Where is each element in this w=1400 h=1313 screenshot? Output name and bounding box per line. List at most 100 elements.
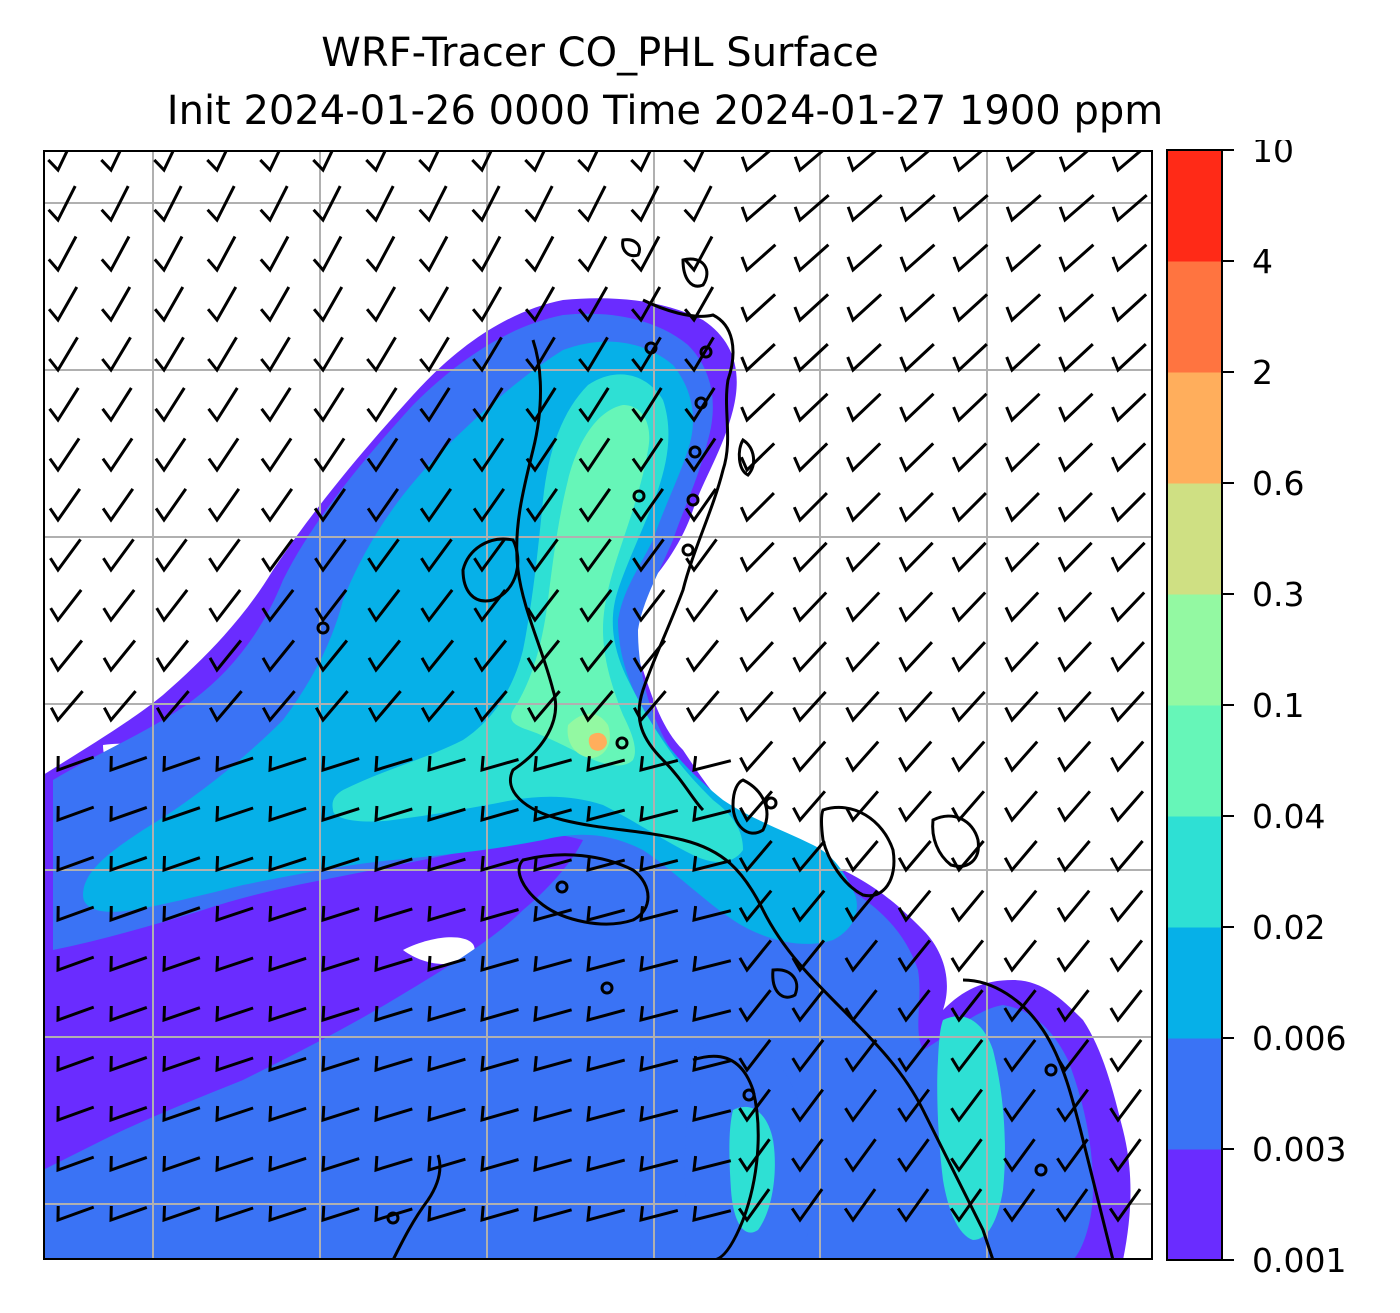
wind-barb xyxy=(374,905,413,923)
wind-barb xyxy=(480,1205,519,1223)
wind-barb xyxy=(206,286,238,323)
wind-barb xyxy=(1110,641,1145,673)
wind-barb xyxy=(1056,1088,1089,1123)
wind-barb xyxy=(109,955,148,973)
wind-barb xyxy=(684,488,718,523)
wind-barb xyxy=(471,235,502,273)
wind-barb xyxy=(739,690,774,723)
wind-barb xyxy=(1004,641,1039,673)
wind-barb xyxy=(1004,591,1040,623)
colorbar-tick-label: 10 xyxy=(1252,140,1294,170)
wind-barb xyxy=(792,790,827,823)
wind-barb xyxy=(793,193,830,223)
colorbar-tick-label: 0.1 xyxy=(1252,686,1304,725)
colorbar-band xyxy=(1167,261,1222,373)
wind-barb xyxy=(261,588,295,623)
wind-barb xyxy=(1058,243,1095,273)
wind-barb xyxy=(739,492,775,523)
wind-barb xyxy=(692,955,732,972)
wind-barb xyxy=(100,185,130,223)
wind-barb xyxy=(952,293,989,323)
wind-barb xyxy=(632,538,665,573)
wind-barb xyxy=(1057,740,1092,773)
wind-barb xyxy=(1056,939,1091,973)
wind-barb xyxy=(480,1055,519,1073)
wind-barb xyxy=(215,1205,254,1223)
wind-barb xyxy=(102,538,135,573)
wind-barb xyxy=(793,442,829,473)
wind-barb xyxy=(162,1205,201,1223)
wind-barb xyxy=(314,639,349,673)
wind-barb xyxy=(314,588,348,623)
wind-barb xyxy=(312,286,344,323)
wind-barb xyxy=(153,150,176,173)
wind-barb xyxy=(792,641,827,673)
wind-barb xyxy=(420,588,454,623)
wind-barb xyxy=(321,1155,360,1173)
wind-barb xyxy=(260,488,294,523)
wind-barb xyxy=(579,639,614,673)
wind-barb xyxy=(427,905,466,923)
wind-barb xyxy=(480,805,519,823)
wind-barb xyxy=(471,150,494,173)
wind-barb xyxy=(792,591,828,623)
wind-barb xyxy=(631,336,662,373)
wind-barb xyxy=(374,805,413,823)
wind-barb xyxy=(155,588,189,623)
wind-barb xyxy=(321,1105,360,1123)
wind-barb xyxy=(898,790,933,823)
wind-barb xyxy=(471,286,503,323)
wind-barb xyxy=(578,387,610,423)
wind-barb xyxy=(844,1038,878,1073)
wind-barb xyxy=(207,437,240,473)
wind-barb xyxy=(577,150,600,173)
wind-barb xyxy=(533,1105,573,1123)
wind-barb xyxy=(374,855,413,873)
wind-barb xyxy=(578,336,609,373)
wind-barb xyxy=(1110,690,1145,723)
wind-barb xyxy=(312,150,335,173)
wind-barb xyxy=(313,488,347,523)
wind-barb xyxy=(314,538,347,573)
wind-barb xyxy=(154,437,187,473)
wind-barb xyxy=(1108,1188,1142,1223)
wind-barb xyxy=(480,1155,519,1173)
wind-barb xyxy=(472,336,503,373)
wind-barb xyxy=(950,889,985,923)
wind-barb xyxy=(208,639,243,673)
wind-barb xyxy=(639,1055,679,1073)
wind-barb xyxy=(208,588,242,623)
wind-barb xyxy=(215,1005,254,1023)
wind-barb xyxy=(56,1055,95,1073)
wind-barb xyxy=(314,690,349,723)
wind-barb xyxy=(1109,889,1144,923)
wind-barb xyxy=(420,538,453,573)
wind-barb xyxy=(1109,989,1143,1023)
wind-barb xyxy=(1056,989,1090,1023)
wind-barb xyxy=(533,1205,573,1223)
wind-barb xyxy=(427,805,466,823)
wind-barb xyxy=(313,336,344,373)
wind-barb xyxy=(1109,1038,1143,1073)
wind-barb xyxy=(533,1155,573,1173)
wind-barb xyxy=(100,286,132,323)
wind-barb xyxy=(374,955,413,973)
wind-barb xyxy=(692,805,732,822)
wind-barb xyxy=(1057,690,1092,723)
wind-barb xyxy=(533,755,573,773)
wind-barb xyxy=(1057,492,1093,523)
wind-barb xyxy=(951,641,986,673)
wind-barb xyxy=(793,243,830,273)
wind-barb xyxy=(692,1155,732,1172)
wind-barb xyxy=(1005,392,1041,423)
wind-barb xyxy=(577,286,609,323)
wind-barb xyxy=(899,442,935,473)
wind-barb xyxy=(1003,939,1038,973)
wind-barb xyxy=(899,392,935,423)
wind-barb xyxy=(792,690,827,723)
concentration-band-se-4 xyxy=(937,1016,1005,1240)
wind-barb xyxy=(1057,641,1092,673)
wind-barb xyxy=(525,336,556,373)
wind-barb xyxy=(374,1155,413,1173)
wind-barb xyxy=(899,343,935,373)
